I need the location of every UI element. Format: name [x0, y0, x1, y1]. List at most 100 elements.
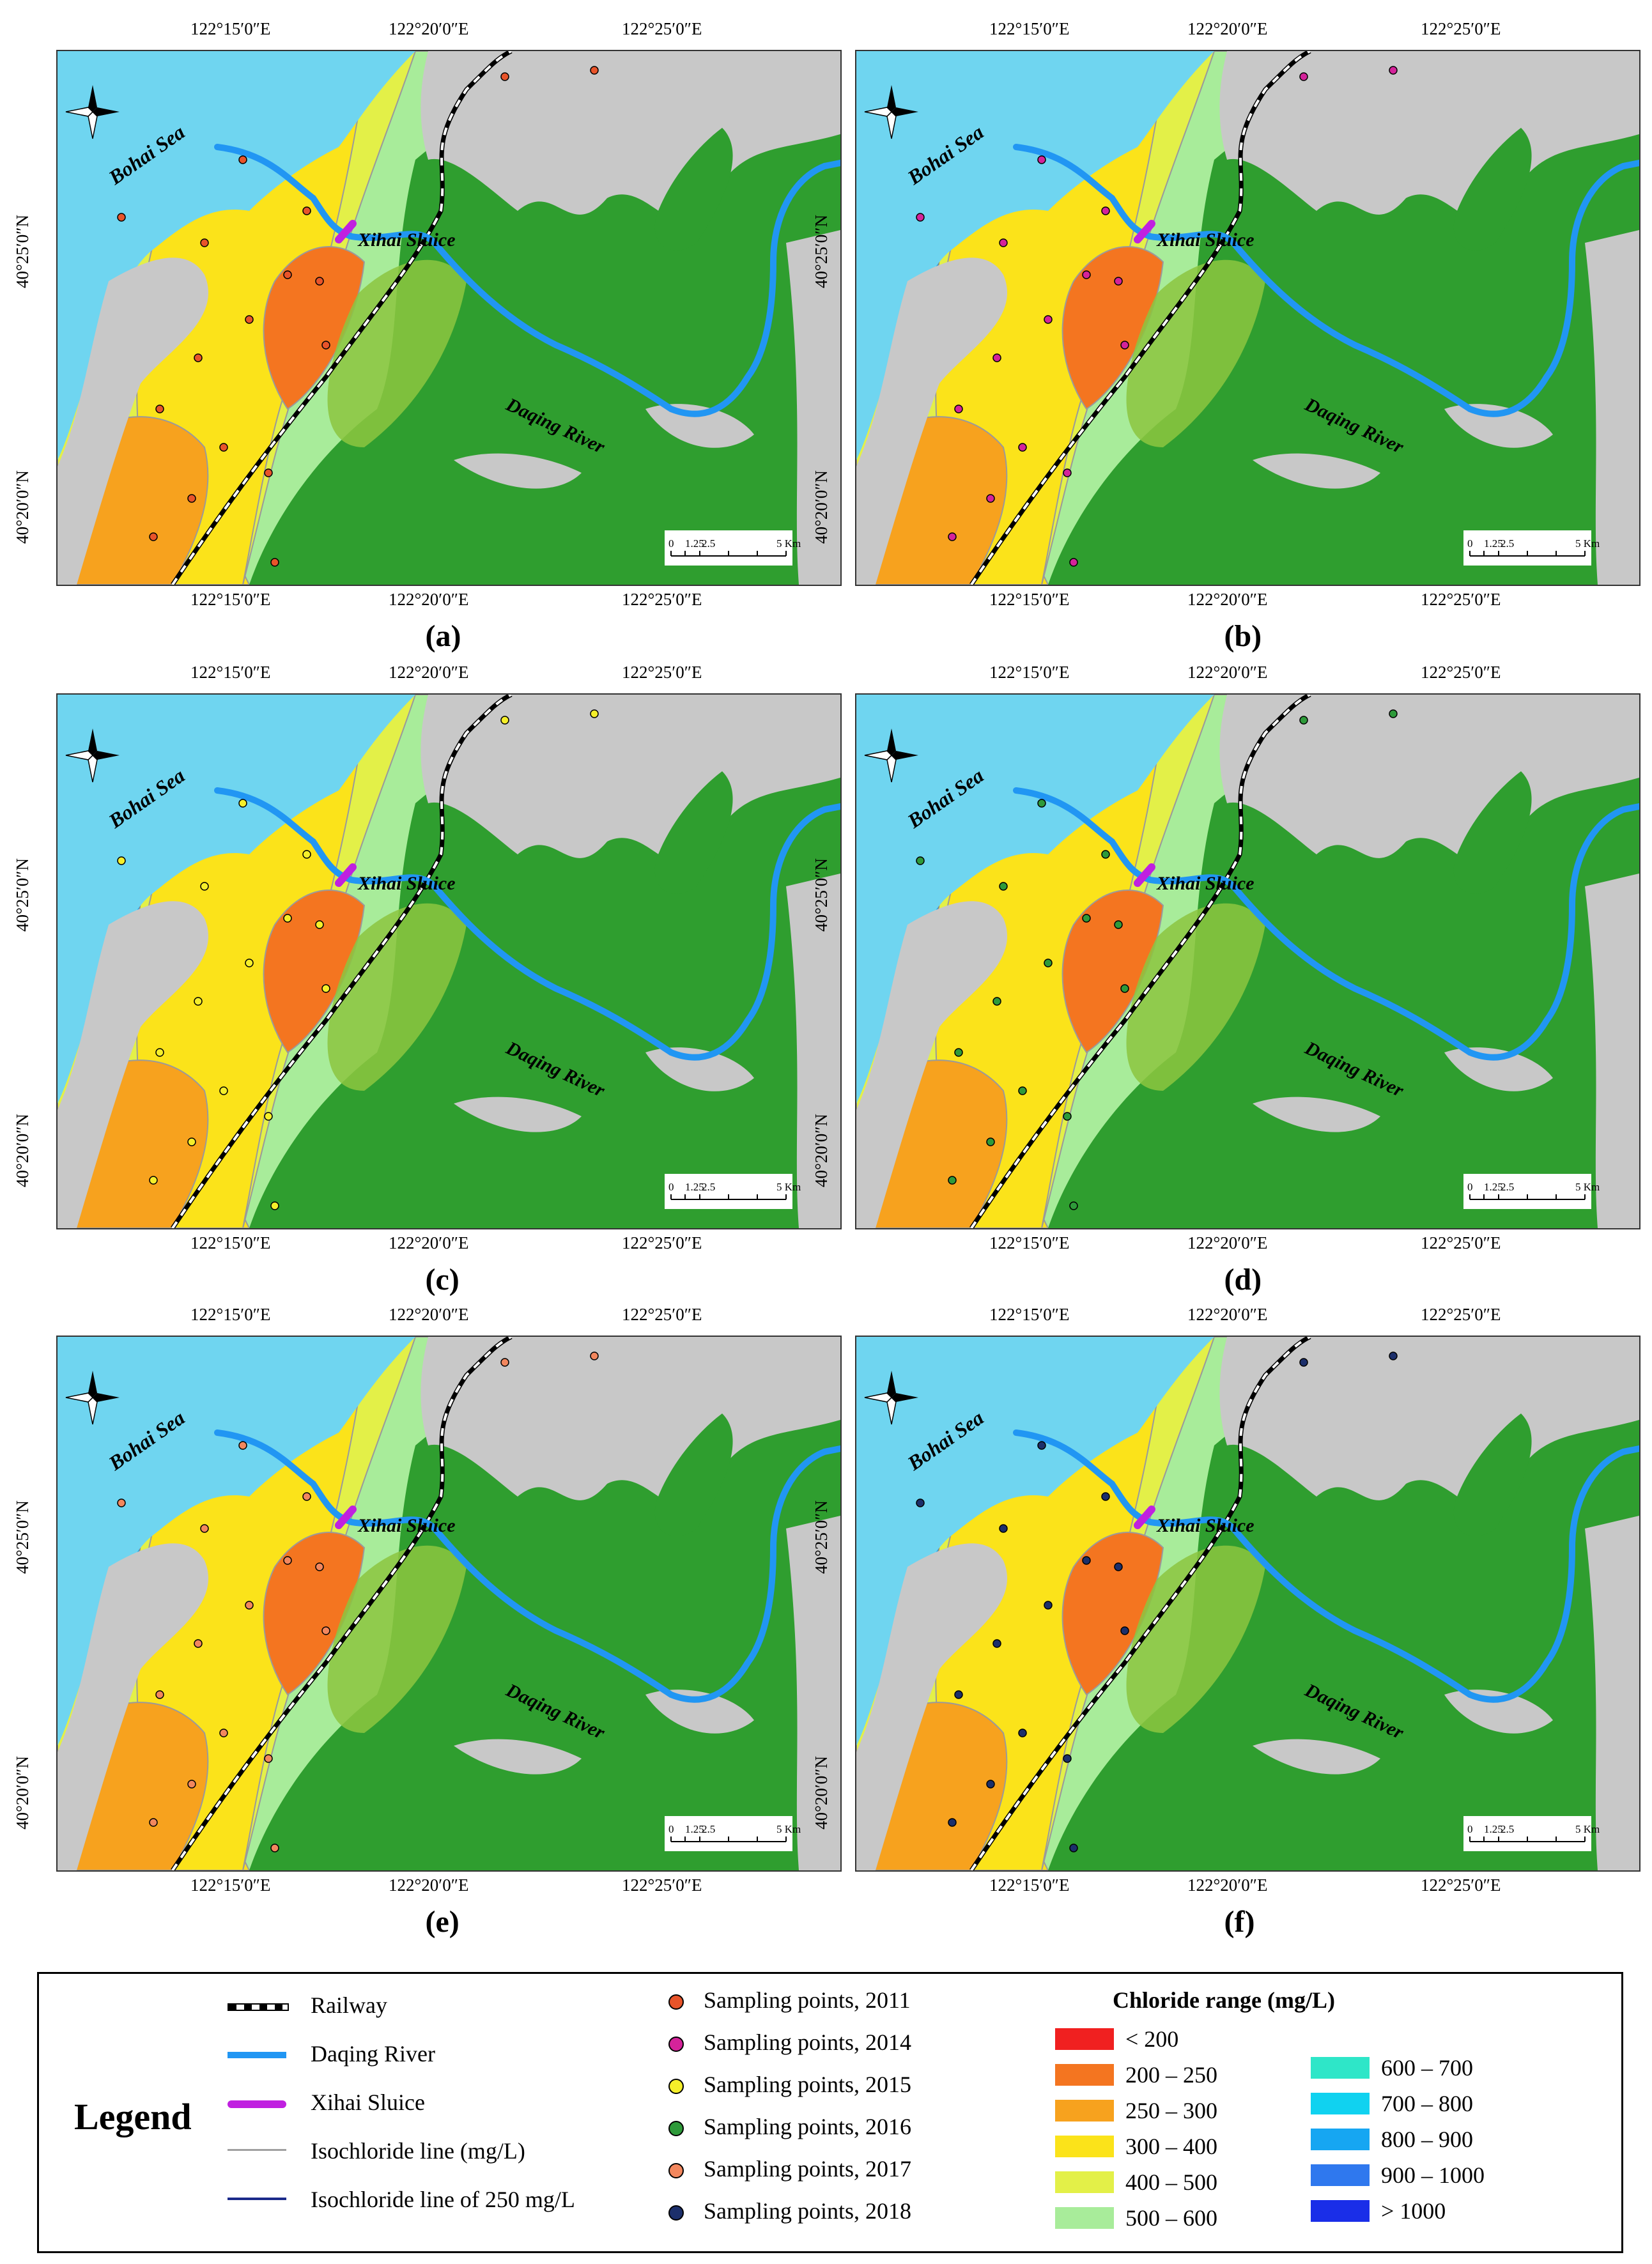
lat-label: 40°25′0″N — [12, 1500, 32, 1574]
isoline-symbol-icon — [228, 2149, 286, 2151]
sampling-point-icon — [668, 2205, 684, 2221]
sluice-label: Xihai Sluice — [1156, 873, 1254, 894]
daqing-river — [1013, 1429, 1639, 1703]
scale-bar: 0 1.252.5 5 Km — [665, 1816, 801, 1851]
lon-label-top: 122°25′0″E — [1421, 1305, 1501, 1324]
lat-label: 40°25′0″N — [811, 1500, 831, 1574]
sampling-point — [117, 856, 126, 865]
sampling-point — [302, 850, 311, 859]
daqing-river — [214, 1429, 840, 1703]
lat-label: 40°20′0″N — [811, 1114, 831, 1187]
sampling-point — [270, 1844, 279, 1852]
lat-label: 40°20′0″N — [12, 1114, 32, 1187]
lon-label-bottom: 122°25′0″E — [1421, 590, 1501, 609]
sea-area — [856, 51, 1214, 460]
chloride-range-title: Chloride range (mg/L) — [1113, 1987, 1335, 2013]
scale-tick-label: 0 — [1467, 537, 1473, 550]
scale-tick-label: 5 Km — [776, 1823, 801, 1835]
sea-area — [856, 695, 1214, 1104]
range-label: 900 – 1000 — [1381, 2162, 1485, 2188]
sampling-point — [500, 72, 509, 81]
lon-label-top: 122°15′0″E — [989, 1305, 1070, 1324]
panel-label: (a) — [425, 619, 461, 653]
range-label: 800 – 900 — [1381, 2127, 1473, 2152]
sluice-label: Xihai Sluice — [357, 873, 456, 894]
scale-bar: 0 1.252.5 5 Km — [665, 1174, 801, 1209]
legend-line-label: Isochloride line (mg/L) — [311, 2138, 525, 2164]
north-arrow-icon — [864, 85, 918, 139]
panel-label: (b) — [1224, 619, 1262, 653]
sampling-point — [1069, 1844, 1078, 1852]
gray-land-north — [421, 695, 840, 867]
sampling-point — [1082, 914, 1091, 923]
scale-bar: 0 1.252.5 5 Km — [1463, 1174, 1600, 1209]
river-symbol-icon — [228, 2052, 286, 2058]
lat-label: 40°20′0″N — [811, 1756, 831, 1829]
sluice-label: Xihai Sluice — [357, 1515, 456, 1536]
map-panel-2017: 0 1.25 2.5 5 Km Bohai Sea Xihai Sluice Daqing … — [56, 1336, 842, 1872]
vegetation-light — [1126, 259, 1265, 447]
scale-bar: 0 1.252.5 5 Km — [1463, 1816, 1600, 1851]
lon-label-bottom: 122°25′0″E — [622, 590, 702, 609]
sampling-point — [315, 920, 324, 929]
xihai-sluice — [1134, 220, 1155, 243]
map-panel-2011: 0 1.25 2.5 5 Km Bohai Sea Xihai Sluice Daqing … — [56, 50, 842, 586]
legend-point-label: Sampling points, 2011 — [704, 1987, 911, 2013]
sampling-point — [1018, 1086, 1027, 1095]
map-base — [58, 51, 840, 585]
lon-label-bottom: 122°15′0″E — [989, 1875, 1070, 1895]
map-panel-2016: 0 1.25 2.5 5 Km Bohai Sea Xihai Sluice Daqing … — [855, 693, 1640, 1229]
sampling-point — [283, 914, 292, 923]
scale-tick-label: 2.5 — [1501, 1181, 1514, 1193]
vegetation-light — [327, 259, 467, 447]
sampling-point — [992, 1639, 1001, 1648]
sampling-point — [187, 1137, 196, 1146]
lat-label: 40°20′0″N — [12, 1756, 32, 1829]
gray-land — [856, 1543, 1008, 1870]
sea-area — [58, 1337, 415, 1746]
sampling-point — [270, 1201, 279, 1210]
sampling-point — [1018, 1729, 1027, 1737]
scale-tick-label: 0 — [1467, 1823, 1473, 1835]
lon-label-bottom: 122°20′0″E — [1187, 1233, 1268, 1252]
scale-tick-label: 2.5 — [1501, 537, 1514, 550]
sampling-point — [155, 1048, 164, 1057]
lon-label-bottom: 122°15′0″E — [190, 1233, 271, 1252]
sampling-point — [245, 1601, 254, 1610]
vegetation-light — [1126, 903, 1265, 1091]
sampling-point — [149, 532, 158, 541]
vegetation-light — [1126, 1545, 1265, 1733]
sampling-point — [283, 1556, 292, 1565]
range-label: 700 – 800 — [1381, 2091, 1473, 2116]
gray-land — [58, 1543, 209, 1870]
sampling-point — [1120, 984, 1129, 993]
lon-label-bottom: 122°15′0″E — [989, 1233, 1070, 1252]
sampling-point — [1389, 1351, 1398, 1360]
sluice-label: Xihai Sluice — [357, 229, 456, 250]
sampling-point — [1037, 799, 1046, 808]
sampling-point — [117, 213, 126, 222]
isoline250-symbol-icon — [228, 2198, 286, 2200]
lon-label-bottom: 122°25′0″E — [1421, 1875, 1501, 1895]
lon-label-top: 122°15′0″E — [989, 19, 1070, 38]
range-swatch — [1311, 2164, 1370, 2186]
sampling-point — [500, 716, 509, 725]
scale-tick-label: 1.25 — [1484, 1181, 1503, 1193]
sampling-point — [200, 1524, 209, 1533]
panel-label: (c) — [425, 1263, 459, 1297]
range-swatch — [1055, 2171, 1114, 2193]
sampling-point — [302, 206, 311, 215]
sampling-point — [590, 1351, 599, 1360]
sampling-point — [1069, 558, 1078, 567]
lon-label-top: 122°20′0″E — [389, 663, 469, 682]
range-swatch — [1311, 2093, 1370, 2114]
map-base — [856, 1337, 1639, 1870]
sampling-point — [238, 155, 247, 164]
range-label: 200 – 250 — [1125, 2062, 1217, 2088]
legend-line-label: Xihai Sluice — [311, 2090, 425, 2115]
north-arrow-icon — [864, 728, 918, 783]
sampling-point — [1044, 315, 1053, 324]
gray-land-north — [1219, 51, 1639, 224]
lat-label: 40°20′0″N — [12, 470, 32, 544]
